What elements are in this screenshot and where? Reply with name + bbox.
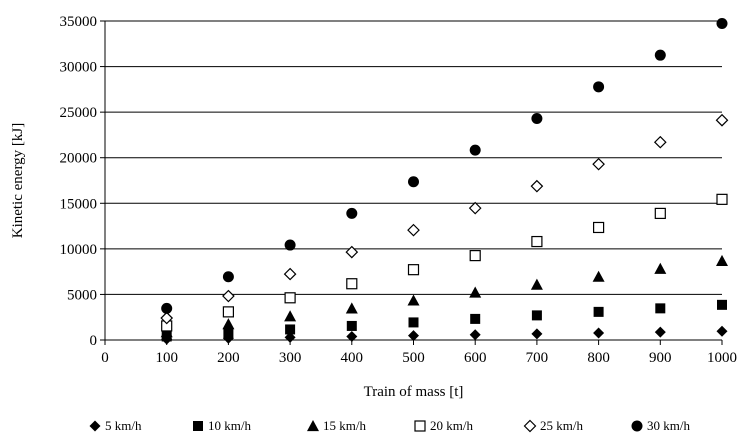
legend-label: 5 km/h	[105, 418, 142, 433]
x-tick-label: 0	[101, 350, 109, 366]
point-filled-diamond-500	[408, 330, 419, 342]
legend: 5 km/h 10 km/h 15 km/h 20 km/h 25 km/h 30 km/…	[89, 418, 690, 433]
x-tick-label: 600	[464, 350, 487, 366]
point-filled-diamond-600	[469, 329, 481, 341]
point-filled-triangle-800	[592, 270, 605, 282]
point-open-diamond-100	[160, 311, 174, 325]
point-filled-diamond-400	[346, 330, 358, 342]
grid-lines	[105, 20, 722, 295]
point-filled-triangle-600	[469, 286, 482, 298]
point-filled-square-800	[593, 306, 604, 317]
point-filled-triangle-900	[654, 262, 667, 274]
legend-label: 30 km/h	[647, 418, 690, 433]
point-filled-square-900	[655, 303, 666, 314]
y-tick-label: 30000	[60, 60, 98, 76]
point-open-diamond-600	[468, 201, 482, 215]
point-filled-diamond-300	[284, 331, 296, 343]
point-open-square-1000	[716, 193, 728, 205]
x-tick-label: 500	[402, 350, 425, 366]
point-filled-diamond-900	[654, 326, 666, 338]
point-filled-triangle-300	[284, 310, 297, 322]
y-tick-label: 20000	[60, 151, 98, 167]
point-filled-diamond-700	[531, 328, 543, 340]
y-tick-label: 15000	[60, 196, 98, 212]
x-tick-label: 1000	[707, 350, 737, 366]
x-tick-label: 400	[341, 350, 364, 366]
point-open-diamond-300	[283, 267, 297, 281]
point-open-square-600	[469, 250, 481, 262]
point-filled-square-300	[285, 324, 296, 335]
point-open-diamond-200	[222, 289, 235, 303]
point-open-diamond-500	[407, 223, 420, 237]
x-tick-label: 300	[279, 350, 302, 366]
point-filled-square-200	[223, 327, 234, 338]
legend-label: 25 km/h	[540, 418, 583, 433]
point-open-square-500	[407, 264, 420, 276]
point-open-diamond-400	[345, 245, 359, 259]
point-filled-square-600	[470, 313, 481, 324]
point-filled-circle-900	[654, 49, 666, 61]
point-filled-square-500	[408, 317, 419, 328]
x-tick-label: 100	[155, 350, 178, 366]
x-tick-label: 200	[217, 350, 240, 366]
point-filled-triangle-1000	[716, 254, 728, 266]
y-tick-label: 25000	[60, 105, 98, 121]
point-filled-circle-200	[222, 271, 234, 283]
x-tick-label: 800	[587, 350, 610, 366]
point-filled-circle-500	[408, 176, 419, 188]
point-filled-circle-300	[284, 239, 296, 251]
point-filled-triangle-200	[222, 318, 235, 330]
point-open-square-400	[346, 278, 358, 290]
point-filled-circle-600	[469, 144, 481, 156]
legend-marker-open-square	[414, 420, 426, 432]
legend-label: 10 km/h	[208, 418, 251, 433]
point-filled-circle-800	[593, 81, 605, 93]
point-open-diamond-800	[592, 157, 605, 171]
x-tick-label: 700	[526, 350, 549, 366]
data-points	[160, 18, 729, 345]
legend-marker-filled-triangle	[307, 420, 319, 432]
point-filled-square-700	[531, 310, 542, 321]
legend-label: 20 km/h	[430, 418, 473, 433]
point-open-square-200	[222, 306, 234, 318]
point-filled-triangle-500	[407, 294, 420, 306]
point-open-square-300	[284, 292, 296, 304]
y-tick-label: 0	[90, 333, 98, 349]
point-filled-diamond-800	[593, 327, 605, 339]
y-tick-label: 5000	[67, 287, 97, 303]
x-axis-title: Train of mass [t]	[364, 384, 464, 400]
point-filled-square-1000	[717, 299, 727, 310]
x-tick-label: 900	[649, 350, 672, 366]
point-filled-circle-700	[531, 112, 543, 124]
point-filled-triangle-700	[530, 278, 543, 290]
y-axis-title: Kinetic energy [kJ]	[10, 123, 26, 239]
y-tick-label: 35000	[60, 14, 98, 30]
y-tick-label: 10000	[60, 242, 98, 258]
point-open-square-700	[531, 235, 543, 248]
legend-marker-filled-circle	[631, 420, 643, 432]
legend-marker-filled-square	[193, 421, 203, 431]
legend-marker-open-diamond	[523, 419, 537, 433]
legend-label: 15 km/h	[323, 418, 366, 433]
point-filled-triangle-100	[160, 326, 173, 338]
point-filled-triangle-400	[345, 302, 358, 314]
tick-labels: 0 5000 10000 15000 20000 25000 30000 35000 0 100 2…	[60, 14, 738, 366]
point-open-diamond-700	[530, 179, 544, 193]
point-filled-diamond-1000	[716, 325, 728, 337]
point-open-diamond-1000	[715, 113, 729, 127]
point-open-square-800	[592, 221, 605, 234]
point-filled-square-400	[346, 320, 357, 331]
legend-marker-filled-diamond	[89, 420, 101, 432]
point-open-diamond-900	[653, 135, 667, 149]
point-filled-circle-100	[161, 302, 173, 314]
point-open-square-900	[654, 207, 666, 220]
point-filled-circle-400	[346, 207, 358, 219]
point-filled-circle-1000	[716, 18, 728, 30]
